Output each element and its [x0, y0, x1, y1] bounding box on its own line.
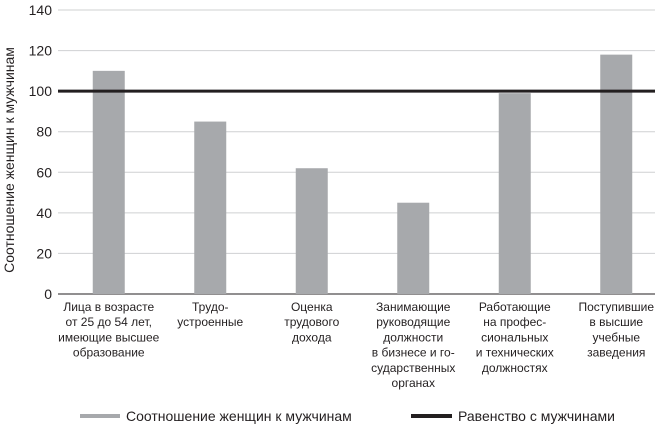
- y-tick-label: 60: [36, 164, 52, 180]
- category-label: Работающие на профес-сиональных и техничес…: [476, 300, 554, 375]
- y-tick-label: 120: [29, 43, 53, 59]
- category-label: Лица в возрасте от 25 до 54 лет, имеющие в…: [58, 300, 160, 360]
- bar: [600, 54, 633, 294]
- legend: Соотношение женщин к мужчинам Равенство с…: [80, 408, 615, 424]
- y-tick-label: 140: [29, 2, 53, 18]
- y-axis-title: Соотношение женщин к мужчинам: [1, 47, 17, 273]
- bar: [92, 70, 125, 294]
- y-tick-label: 100: [29, 83, 53, 99]
- legend-label-ratio: Соотношение женщин к мужчинам: [126, 408, 352, 424]
- y-tick-label: 0: [44, 286, 52, 302]
- y-tick-label: 20: [36, 245, 52, 261]
- category-label: Оценка трудового дохода: [284, 300, 339, 344]
- category-label: Занимающие руководящие должности в бизнесе …: [371, 300, 455, 390]
- bars: [92, 54, 633, 295]
- bar: [295, 168, 328, 294]
- bar: [498, 93, 531, 295]
- bar: [194, 121, 227, 294]
- y-tick-label: 80: [36, 124, 52, 140]
- category-labels: Лица в возрасте от 25 до 54 лет, имеющие в…: [58, 300, 654, 390]
- y-tick-labels: 0 20 40 60 80 100 120 140: [29, 2, 53, 302]
- gridlines: [58, 9, 655, 295]
- category-label: Трудо-устроенные: [177, 300, 243, 329]
- legend-label-equality: Равенство с мужчинами: [458, 408, 615, 424]
- bar: [397, 202, 430, 294]
- category-label: Поступившие в высшие учебные заведения: [578, 300, 654, 360]
- y-tick-label: 40: [36, 205, 52, 221]
